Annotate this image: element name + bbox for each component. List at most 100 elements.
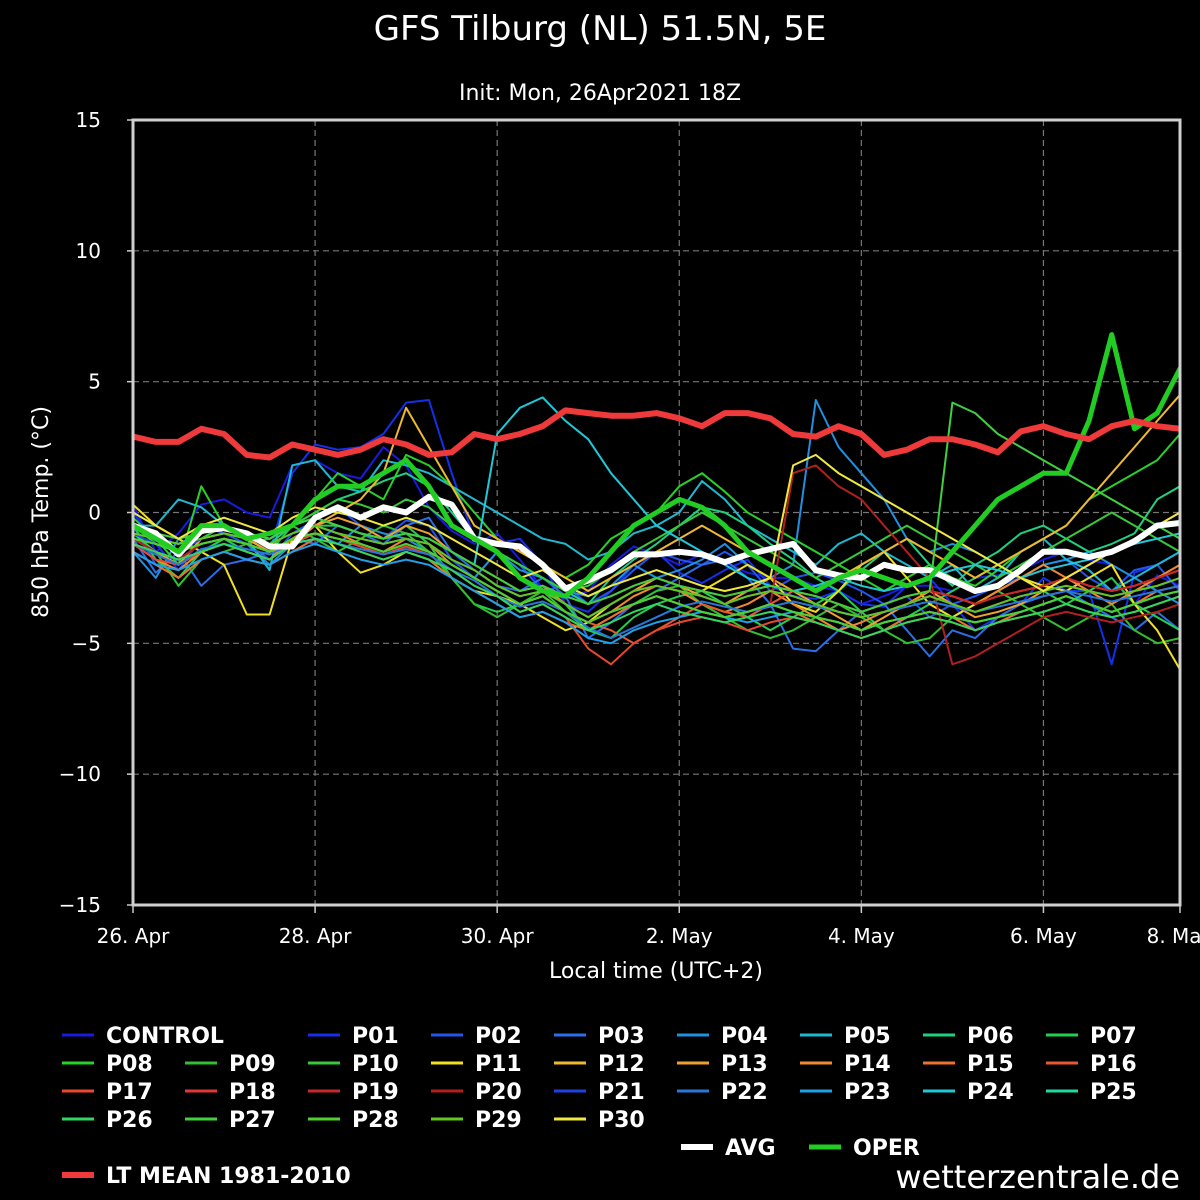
series-line-p30 [133, 453, 1180, 598]
legend-item-p18: P18 [185, 1080, 276, 1105]
legend-label: P16 [1090, 1052, 1137, 1077]
legend-item-p29: P29 [431, 1108, 522, 1133]
legend-item-p24: P24 [923, 1080, 1014, 1105]
legend-item-p14: P14 [800, 1052, 891, 1077]
legend-item-p10: P10 [308, 1052, 399, 1077]
legend-label: P14 [844, 1052, 891, 1077]
y-tick-label: 15 [76, 108, 101, 132]
legend: CONTROL P01 P02 P03 P04 P05 P06 P07 P08 P09 P10 P11… [62, 1024, 1137, 1189]
x-tick-label: 30. Apr [461, 924, 535, 948]
legend-label: P12 [598, 1052, 645, 1077]
legend-item-control: CONTROL [62, 1024, 224, 1049]
legend-item-p08: P08 [62, 1052, 153, 1077]
legend-label: AVG [725, 1136, 776, 1161]
legend-item-p20: P20 [431, 1080, 522, 1105]
legend-label: P01 [352, 1024, 399, 1049]
series-line-lt-mean-1981-2010 [133, 407, 1180, 461]
legend-item-p06: P06 [923, 1024, 1014, 1049]
legend-item-p05: P05 [800, 1024, 891, 1049]
legend-label: P18 [229, 1080, 276, 1105]
x-axis-ticks: 26. Apr 28. Apr 30. Apr 2. May 4. May 6. May 8… [97, 905, 1200, 948]
legend-item-p23: P23 [800, 1080, 891, 1105]
x-tick-label: 4. May [828, 924, 895, 948]
legend-label: P02 [475, 1024, 522, 1049]
y-axis-label: 850 hPa Temp. (°C) [29, 406, 54, 618]
legend-item-p25: P25 [1046, 1080, 1137, 1105]
legend-item-p17: P17 [62, 1080, 153, 1105]
series-line-avg [133, 493, 1180, 594]
legend-item-p01: P01 [308, 1024, 399, 1049]
legend-label: P21 [598, 1080, 645, 1105]
legend-label: P20 [475, 1080, 522, 1105]
y-tick-label: 10 [76, 239, 101, 263]
chart-subtitle: Init: Mon, 26Apr2021 18Z [459, 81, 741, 106]
legend-item-p07: P07 [1046, 1024, 1137, 1049]
legend-label: P27 [229, 1108, 276, 1133]
legend-item-p04: P04 [677, 1024, 768, 1049]
legend-label: CONTROL [106, 1024, 224, 1049]
legend-label: P28 [352, 1108, 399, 1133]
legend-item-p03: P03 [554, 1024, 645, 1049]
series-lines [133, 332, 1180, 671]
legend-item-p13: P13 [677, 1052, 768, 1077]
legend-label: P30 [598, 1108, 645, 1133]
y-tick-label: −5 [72, 631, 101, 655]
plot-frame [131, 118, 1182, 907]
legend-item-p09: P09 [185, 1052, 276, 1077]
series-line-control [133, 446, 1180, 606]
y-tick-label: 5 [88, 370, 101, 394]
legend-label: OPER [853, 1136, 920, 1161]
x-tick-label: 6. May [1010, 924, 1077, 948]
legend-label: LT MEAN 1981-2010 [106, 1164, 351, 1189]
legend-label: P17 [106, 1080, 153, 1105]
legend-label: P03 [598, 1024, 645, 1049]
legend-label: P22 [721, 1080, 768, 1105]
y-tick-label: 0 [88, 501, 101, 525]
legend-label: P26 [106, 1108, 153, 1133]
chart-title: GFS Tilburg (NL) 51.5N, 5E [374, 9, 827, 49]
legend-item-oper: OPER [809, 1136, 920, 1161]
y-tick-label: −15 [59, 893, 101, 917]
series-line-oper [133, 332, 1180, 599]
legend-item-p12: P12 [554, 1052, 645, 1077]
legend-item-p28: P28 [308, 1108, 399, 1133]
legend-label: P10 [352, 1052, 399, 1077]
legend-item-p16: P16 [1046, 1052, 1137, 1077]
legend-label: P08 [106, 1052, 153, 1077]
series-line-p27 [133, 401, 1180, 613]
legend-label: P13 [721, 1052, 768, 1077]
legend-item-lt-mean-1981-2010: LT MEAN 1981-2010 [62, 1164, 351, 1189]
legend-label: P29 [475, 1108, 522, 1133]
legend-item-p30: P30 [554, 1108, 645, 1133]
legend-item-p21: P21 [554, 1080, 645, 1105]
series-line-p29 [133, 524, 1180, 619]
legend-label: P19 [352, 1080, 399, 1105]
x-tick-label: 8. May [1147, 924, 1200, 948]
credit-text: wetterzentrale.de [895, 1158, 1180, 1196]
legend-label: P15 [967, 1052, 1014, 1077]
legend-label: P05 [844, 1024, 891, 1049]
plot-border [131, 118, 1182, 907]
legend-item-p22: P22 [677, 1080, 768, 1105]
x-tick-label: 28. Apr [279, 924, 353, 948]
legend-label: P09 [229, 1052, 276, 1077]
legend-label: P23 [844, 1080, 891, 1105]
series-line-p01 [133, 399, 1180, 666]
x-tick-label: 26. Apr [97, 924, 171, 948]
x-axis-label: Local time (UTC+2) [549, 959, 763, 984]
legend-item-p11: P11 [431, 1052, 522, 1077]
legend-item-p15: P15 [923, 1052, 1014, 1077]
x-tick-label: 2. May [646, 924, 713, 948]
legend-label: P25 [1090, 1080, 1137, 1105]
series-line-p26 [133, 537, 1180, 640]
series-line-p10 [133, 498, 1180, 592]
y-tick-label: −10 [59, 762, 101, 786]
legend-label: P06 [967, 1024, 1014, 1049]
legend-item-p19: P19 [308, 1080, 399, 1105]
legend-label: P04 [721, 1024, 768, 1049]
legend-item-p27: P27 [185, 1108, 276, 1133]
legend-item-p26: P26 [62, 1108, 153, 1133]
legend-label: P07 [1090, 1024, 1137, 1049]
legend-item-p02: P02 [431, 1024, 522, 1049]
